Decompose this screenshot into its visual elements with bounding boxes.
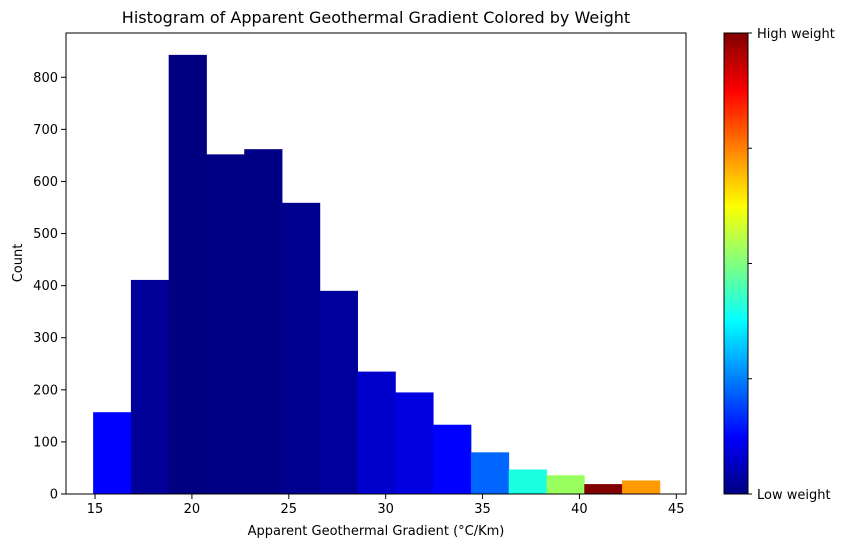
histogram-bar-4 [206,154,245,495]
x-tick-label: 20 [184,502,201,517]
histogram-bar-15 [622,480,661,494]
colorbar-low-label: Low weight [757,488,831,503]
y-axis-ticks: 0 100 200 300 400 500 600 700 800 [33,71,66,503]
x-tick-label: 35 [474,502,491,517]
histogram-bar-8 [357,371,396,494]
y-tick-label: 100 [33,435,58,450]
x-axis-ticks: 15 20 25 30 35 40 45 [87,494,685,517]
histogram-bar-6 [282,202,321,494]
y-tick-label: 700 [33,123,58,138]
y-tick-label: 800 [33,71,58,86]
y-axis-label: Count [11,244,26,283]
x-tick-label: 25 [281,502,298,517]
y-tick-label: 0 [50,488,58,503]
histogram-bar-13 [546,475,585,494]
x-axis-label: Apparent Geothermal Gradient (°C/Km) [248,524,505,539]
histogram-bars [93,54,661,495]
colorbar-high-label: High weight [757,27,835,42]
histogram-bar-7 [319,290,358,494]
histogram-bar-2 [130,279,170,494]
y-tick-label: 500 [33,227,58,242]
plot-frame [65,32,687,495]
y-tick-label: 200 [33,383,58,398]
y-tick-label: 300 [33,331,58,346]
x-tick-label: 30 [377,502,394,517]
histogram-bar-14 [584,484,623,494]
histogram-bar-3 [168,54,207,495]
colorbar: High weight Low weight [723,27,835,503]
colorbar-gradient [723,32,749,495]
x-tick-label: 40 [571,502,588,517]
y-tick-label: 600 [33,175,58,190]
histogram-bar-9 [395,392,434,494]
x-tick-label: 15 [87,502,104,517]
chart-title: Histogram of Apparent Geothermal Gradien… [122,8,630,27]
histogram-bar-10 [433,424,472,494]
histogram-bar-5 [244,149,283,495]
y-tick-label: 400 [33,279,58,294]
histogram-bar-12 [508,469,547,494]
colorbar-ticks [748,32,752,495]
x-tick-label: 45 [668,502,685,517]
histogram-bar-11 [470,452,510,494]
histogram-bar-1 [93,412,132,494]
